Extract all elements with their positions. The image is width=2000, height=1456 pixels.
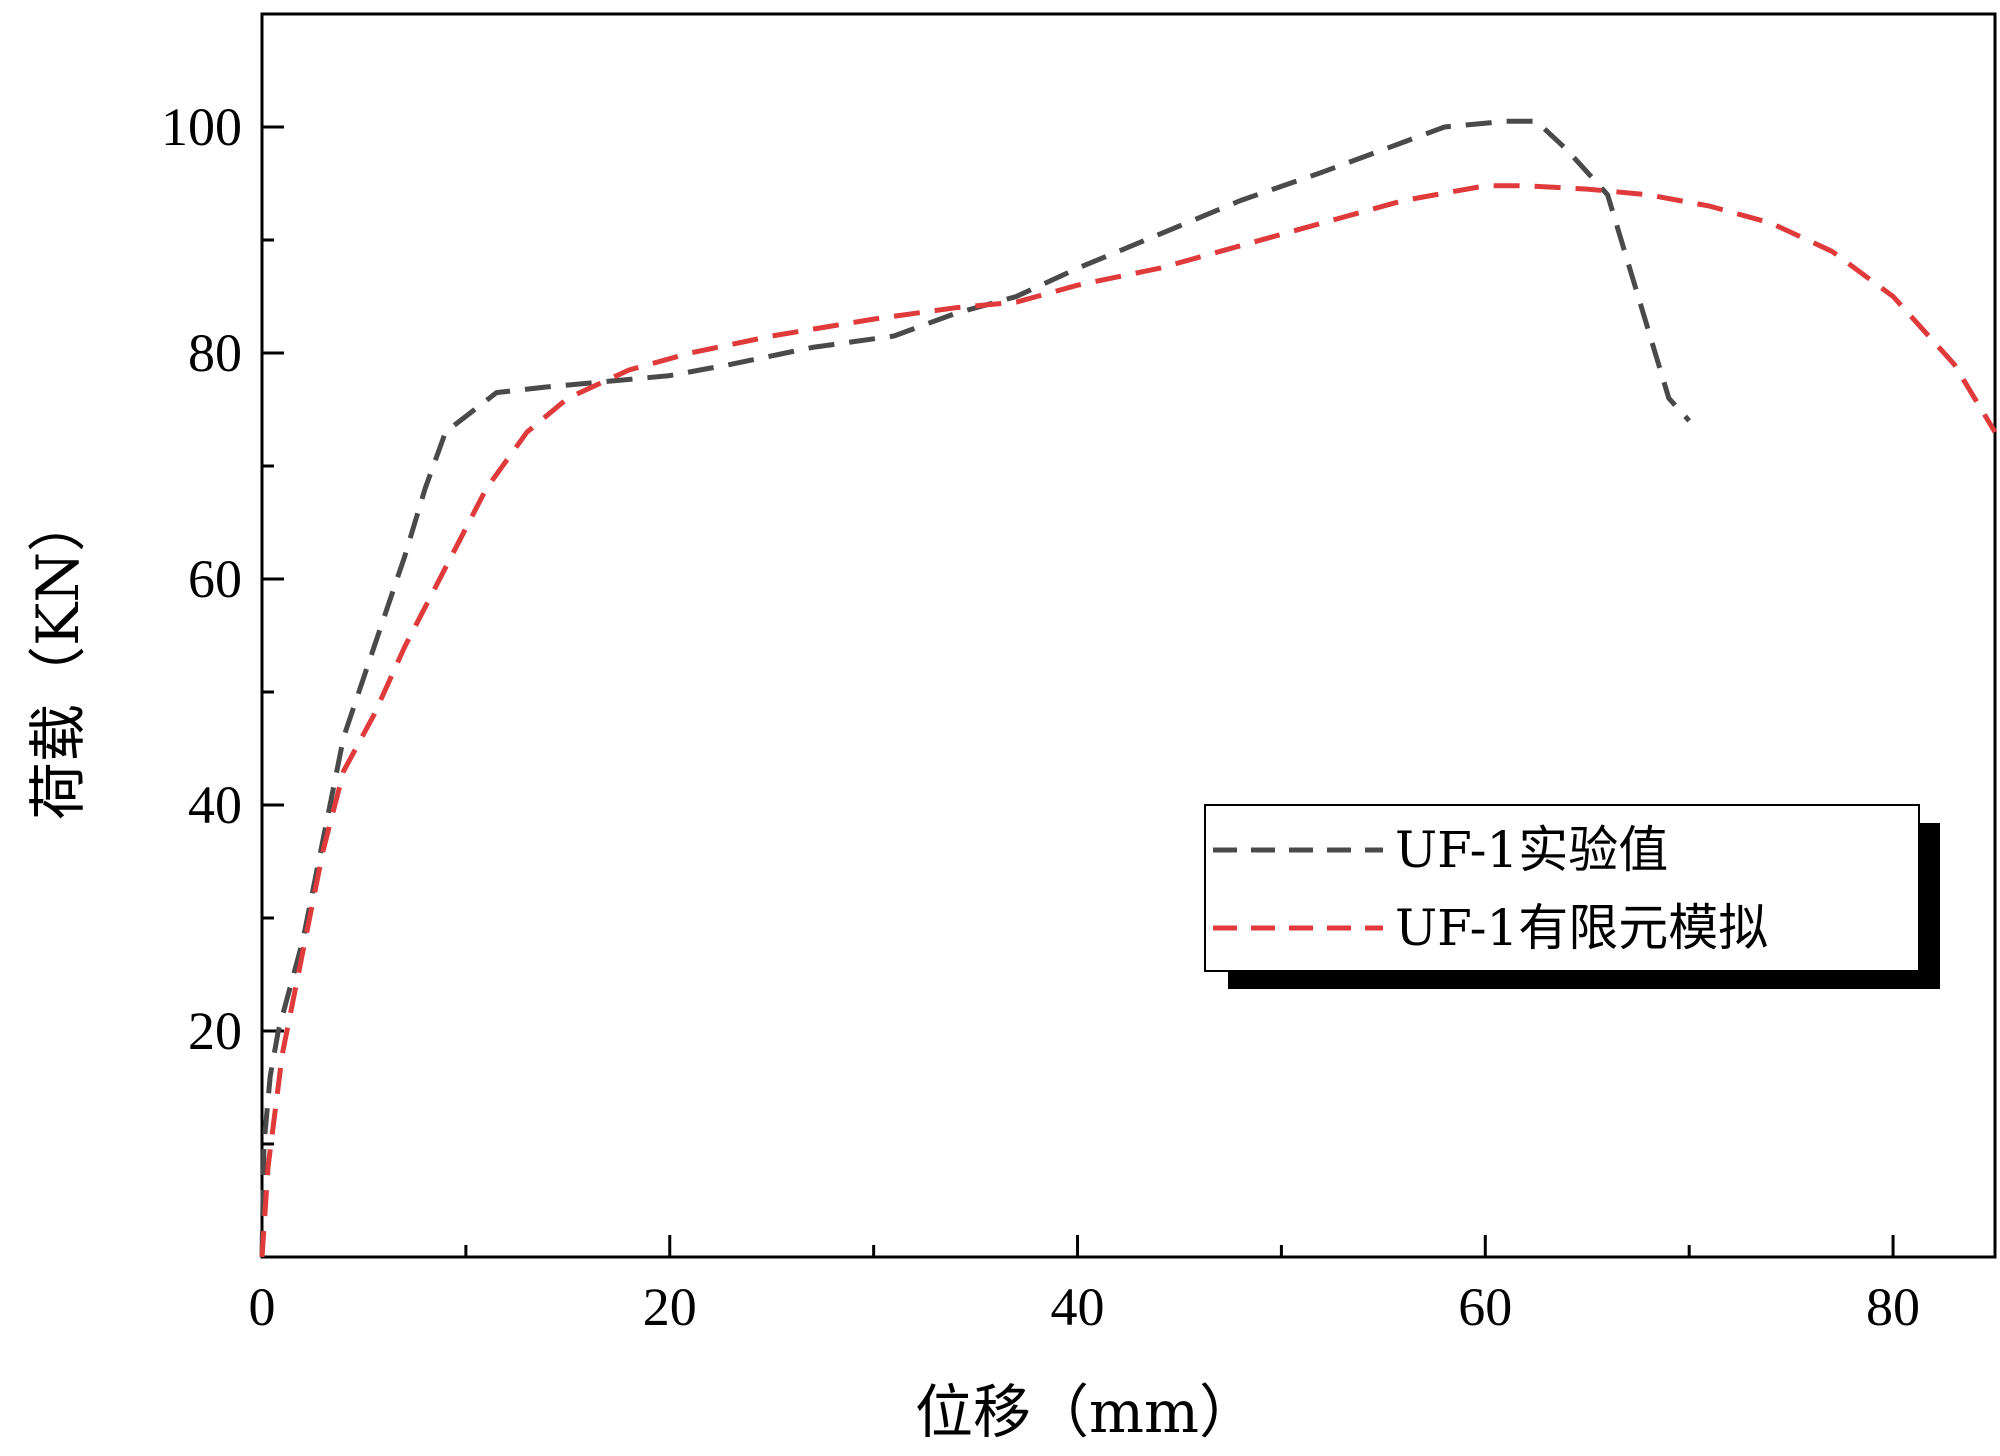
legend-label-fem: UF-1有限元模拟 [1395, 899, 1768, 957]
legend-box [1204, 804, 1920, 972]
y-tick-label-2: 60 [188, 549, 242, 609]
x-tick-label-1: 20 [643, 1277, 697, 1337]
legend-label-experimental: UF-1实验值 [1395, 821, 1668, 879]
y-tick-label-3: 80 [188, 323, 242, 383]
x-axis: 0 20 40 60 80 [249, 1235, 1920, 1337]
series-line-1 [259, 183, 1998, 1258]
plot-frame [260, 12, 1997, 1259]
series-line-0 [259, 118, 1692, 1258]
x-tick-label-4: 80 [1866, 1277, 1920, 1337]
x-axis-title: 位移（mm） [915, 1378, 1257, 1446]
x-tick-label-3: 60 [1458, 1277, 1512, 1337]
x-tick-label-0: 0 [249, 1277, 276, 1337]
series-layer [259, 118, 1998, 1258]
y-tick-label-1: 40 [188, 775, 242, 835]
y-axis: 20 40 60 80 100 [161, 97, 284, 1146]
y-tick-label-0: 20 [188, 1001, 242, 1061]
y-axis-title: 荷载（KN） [24, 494, 92, 820]
y-tick-label-4: 100 [161, 97, 242, 157]
x-tick-label-2: 40 [1051, 1277, 1105, 1337]
legend: UF-1实验值 UF-1有限元模拟 [1204, 804, 1940, 989]
